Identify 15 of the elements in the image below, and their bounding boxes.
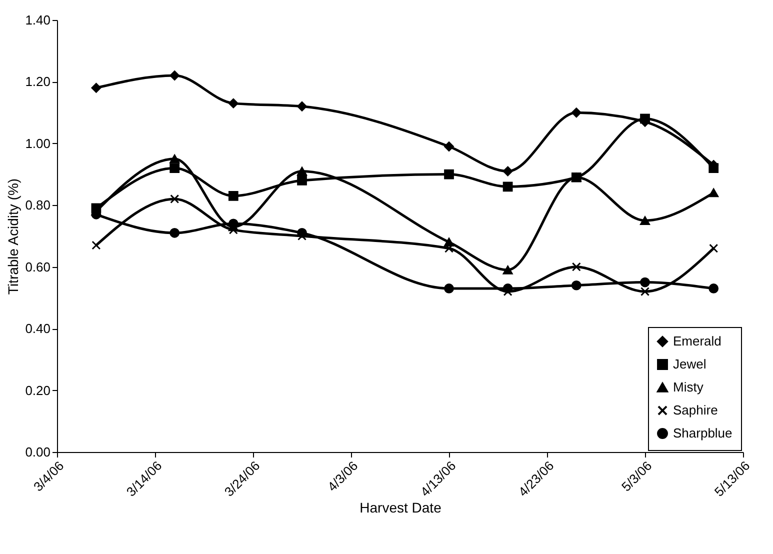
y-tick-label: 0.80: [25, 198, 50, 213]
legend-label: Saphire: [673, 402, 718, 418]
y-tick-label: 1.20: [25, 74, 50, 90]
legend-label: Jewel: [673, 356, 706, 372]
y-tick-label: 0.60: [25, 259, 50, 274]
y-axis-title: Titrable Acidity (%): [5, 178, 22, 295]
y-tick-label: 1.00: [25, 136, 50, 151]
y-tick-label: 0.40: [25, 321, 50, 336]
legend-label: Misty: [673, 380, 704, 394]
x-axis-title: Harvest Date: [360, 499, 442, 516]
y-tick-label: 0.20: [25, 382, 50, 398]
y-tick-label: 0.00: [25, 444, 50, 460]
legend-label: Sharpblue: [673, 426, 732, 440]
y-tick-label: 1.40: [25, 12, 50, 28]
legend-label: Emerald: [673, 334, 722, 348]
